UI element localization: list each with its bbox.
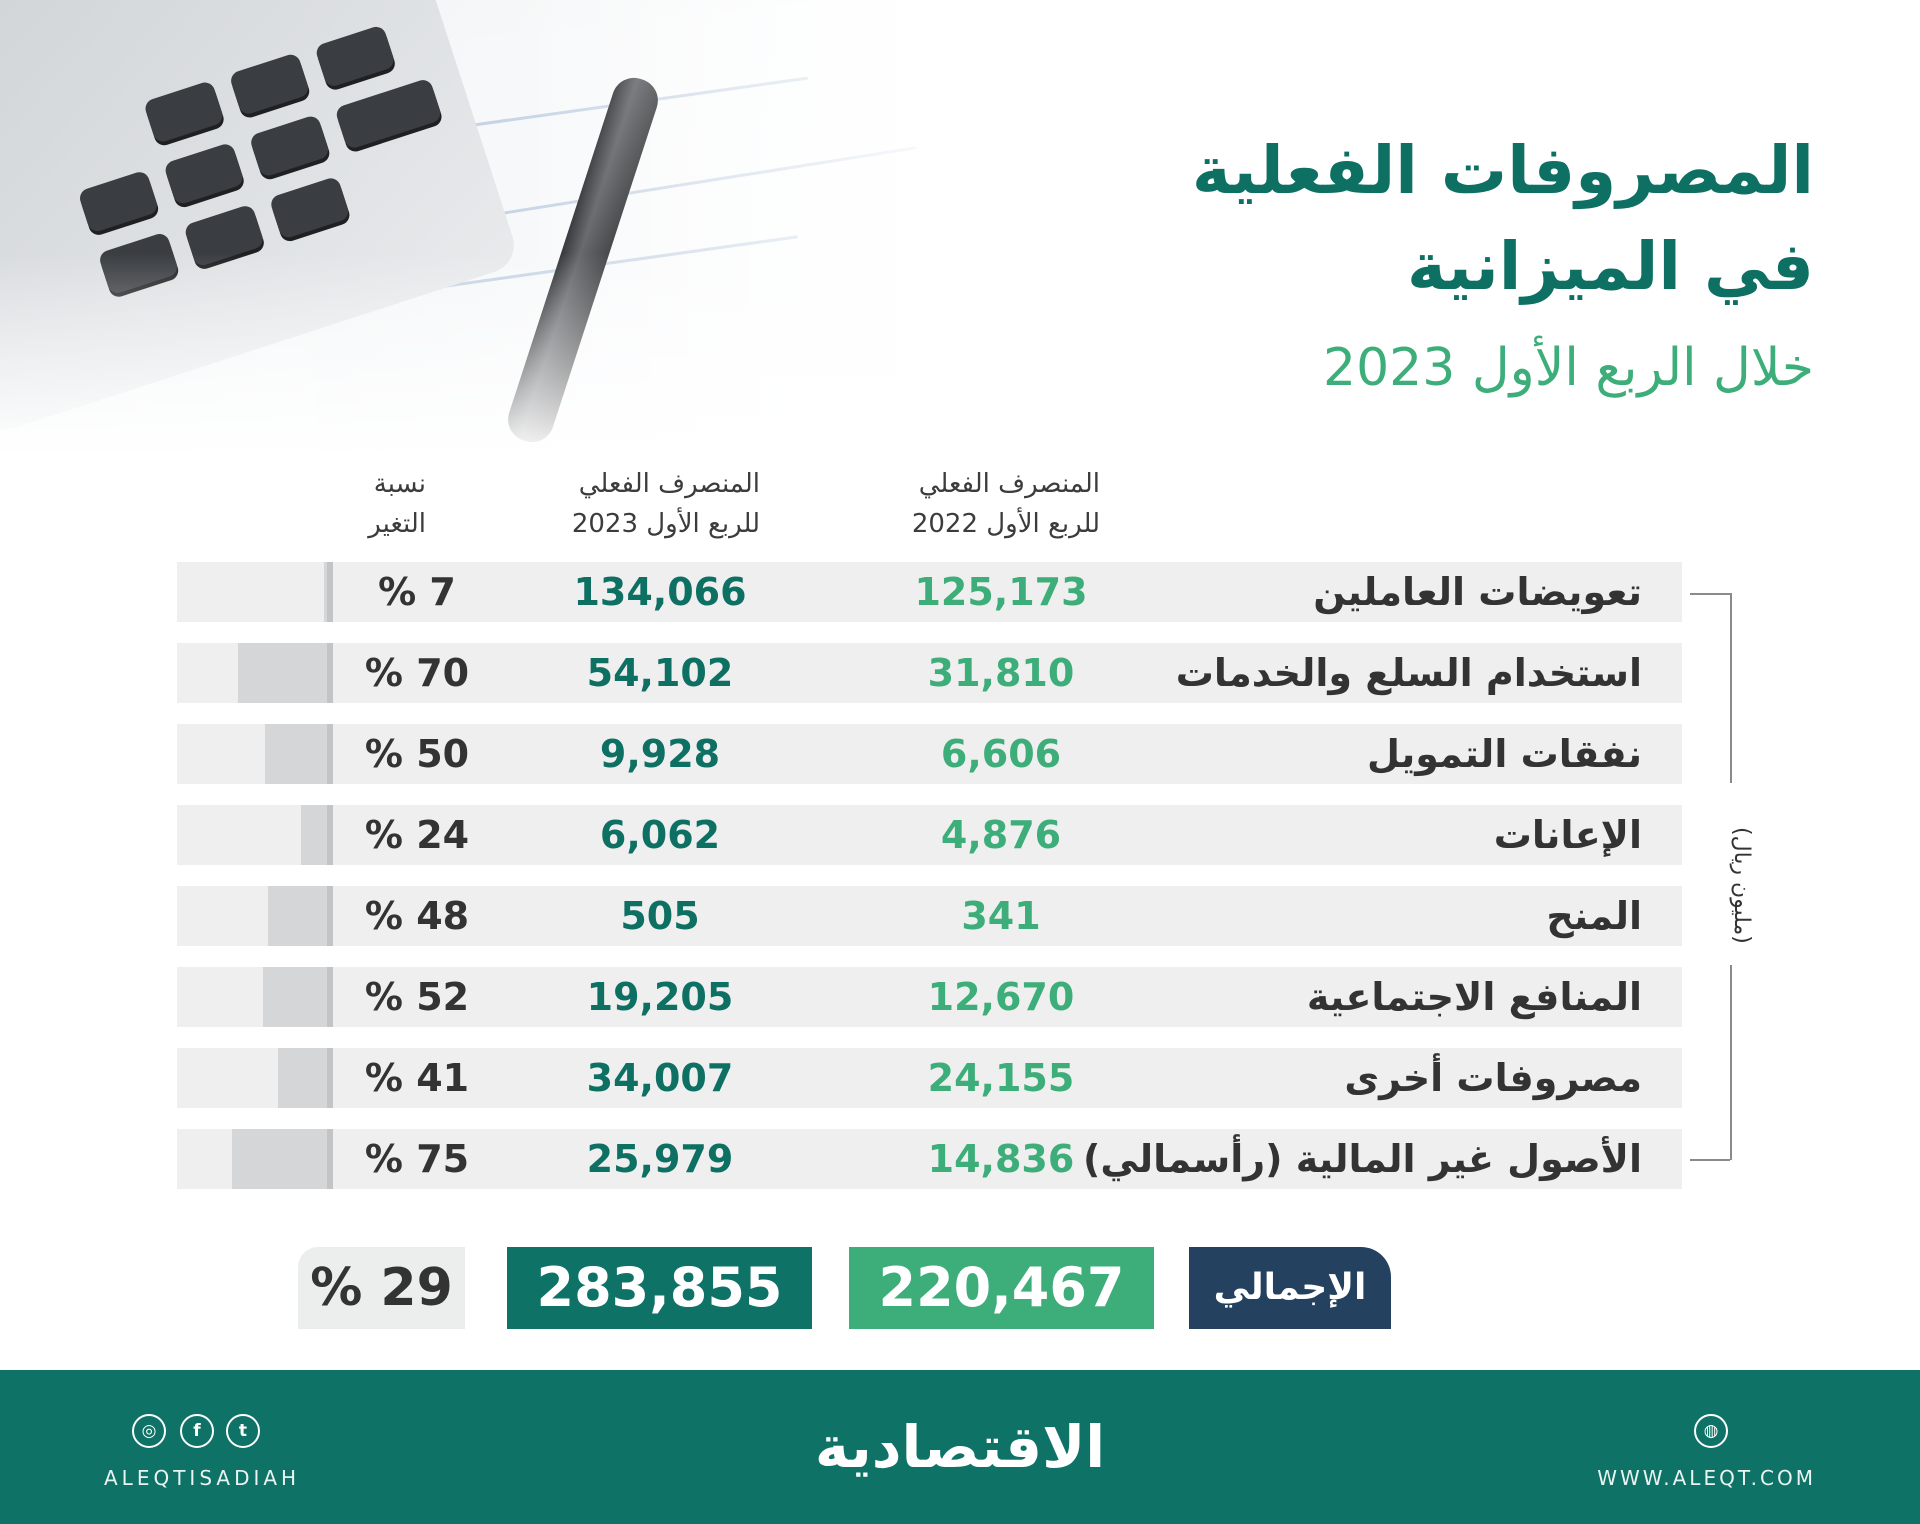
- photo-fade: [0, 0, 1000, 460]
- table-row: المنح 341 505 % 48: [177, 886, 1682, 946]
- value-2022: 31,810: [927, 651, 1075, 695]
- value-2023: 134,066: [573, 570, 747, 614]
- page-subtitle: خلال الربع الأول 2023: [1322, 338, 1814, 398]
- value-2022: 341: [961, 894, 1041, 938]
- change-percent: % 75: [364, 1137, 470, 1181]
- table-row: تعويضات العاملين 125,173 134,066 % 7: [177, 562, 1682, 622]
- total-2022: 220,467: [849, 1247, 1154, 1329]
- change-bar: [265, 724, 333, 784]
- change-percent: % 70: [364, 651, 470, 695]
- total-label: الإجمالي: [1189, 1247, 1391, 1329]
- change-bar-edge: [327, 886, 333, 946]
- value-2023: 19,205: [586, 975, 734, 1019]
- twitter-icon[interactable]: t: [226, 1414, 260, 1448]
- column-header-2023-line1: المنصرف الفعلي: [578, 469, 760, 499]
- table-row: استخدام السلع والخدمات 31,810 54,102 % 70: [177, 643, 1682, 703]
- brand-logo: الاقتصادية: [814, 1413, 1106, 1481]
- table-row: مصروفات أخرى 24,155 34,007 % 41: [177, 1048, 1682, 1108]
- page-title-line2: في الميزانية: [1407, 228, 1814, 305]
- row-label: مصروفات أخرى: [1344, 1056, 1642, 1100]
- change-percent: % 7: [378, 570, 456, 614]
- unit-label: (مليون ريال): [1729, 826, 1754, 944]
- change-bar-edge: [327, 805, 333, 865]
- total-2023: 283,855: [507, 1247, 812, 1329]
- column-header-2023-line2: للربع الأول 2023: [571, 509, 760, 539]
- change-percent: % 52: [364, 975, 470, 1019]
- change-bar: [278, 1048, 333, 1108]
- bracket-line: [1730, 593, 1732, 783]
- change-percent: % 48: [364, 894, 470, 938]
- bracket-tick: [1690, 1159, 1730, 1161]
- column-header-2022: المنصرف الفعلي للربع الأول 2022: [912, 464, 1100, 544]
- value-2023: 34,007: [586, 1056, 734, 1100]
- value-2022: 12,670: [927, 975, 1075, 1019]
- change-bar-edge: [327, 1129, 333, 1189]
- change-bar-edge: [327, 562, 333, 622]
- total-change: % 29: [298, 1247, 465, 1329]
- page-title: المصروفات الفعلية: [1191, 132, 1814, 209]
- row-label: تعويضات العاملين: [1313, 570, 1642, 614]
- value-2022: 14,836: [927, 1137, 1075, 1181]
- row-label: الأصول غير المالية (رأسمالي): [1083, 1137, 1642, 1181]
- value-2023: 6,062: [599, 813, 721, 857]
- row-label: الإعانات: [1493, 813, 1642, 857]
- table-row: المنافع الاجتماعية 12,670 19,205 % 52: [177, 967, 1682, 1027]
- column-header-change: نسبة التغير: [368, 464, 426, 544]
- row-label: المنح: [1546, 894, 1642, 938]
- change-percent: % 41: [364, 1056, 470, 1100]
- bracket-tick: [1690, 593, 1730, 595]
- value-2022: 24,155: [927, 1056, 1075, 1100]
- value-2023: 54,102: [586, 651, 734, 695]
- row-label: استخدام السلع والخدمات: [1175, 651, 1642, 695]
- change-bar: [232, 1129, 333, 1189]
- change-percent: % 24: [364, 813, 470, 857]
- change-bar: [324, 562, 333, 622]
- globe-icon[interactable]: ◍: [1694, 1414, 1728, 1448]
- column-header-2023: المنصرف الفعلي للربع الأول 2023: [572, 464, 760, 544]
- column-header-2022-line1: المنصرف الفعلي: [918, 469, 1100, 499]
- column-header-change-line1: نسبة: [373, 469, 426, 499]
- change-percent: % 50: [364, 732, 470, 776]
- change-bar-edge: [327, 1048, 333, 1108]
- value-2023: 9,928: [599, 732, 721, 776]
- value-2022: 6,606: [940, 732, 1062, 776]
- social-handle[interactable]: ALEQTISADIAH: [104, 1466, 301, 1490]
- row-label: نفقات التمويل: [1367, 732, 1642, 776]
- table-row: نفقات التمويل 6,606 9,928 % 50: [177, 724, 1682, 784]
- change-bar: [263, 967, 333, 1027]
- value-2022: 4,876: [940, 813, 1062, 857]
- change-bar-edge: [327, 967, 333, 1027]
- table-row: الأصول غير المالية (رأسمالي) 14,836 25,979…: [177, 1129, 1682, 1189]
- background-photo: [0, 0, 1000, 460]
- row-label: المنافع الاجتماعية: [1306, 975, 1642, 1019]
- change-bar: [238, 643, 333, 703]
- value-2023: 505: [620, 894, 700, 938]
- change-bar-edge: [327, 724, 333, 784]
- facebook-icon[interactable]: f: [180, 1414, 214, 1448]
- change-bar-edge: [327, 643, 333, 703]
- website-link[interactable]: WWW.ALEQT.COM: [1597, 1466, 1816, 1490]
- column-header-2022-line2: للربع الأول 2022: [911, 509, 1100, 539]
- column-header-change-line2: التغير: [368, 509, 426, 539]
- table-row: الإعانات 4,876 6,062 % 24: [177, 805, 1682, 865]
- value-2023: 25,979: [586, 1137, 734, 1181]
- change-bar: [301, 805, 333, 865]
- footer: ◎ f t ALEQTISADIAH الاقتصادية ◍ WWW.ALEQ…: [0, 1370, 1920, 1524]
- instagram-icon[interactable]: ◎: [132, 1414, 166, 1448]
- bracket-line: [1730, 965, 1732, 1160]
- value-2022: 125,173: [914, 570, 1088, 614]
- change-bar: [268, 886, 333, 946]
